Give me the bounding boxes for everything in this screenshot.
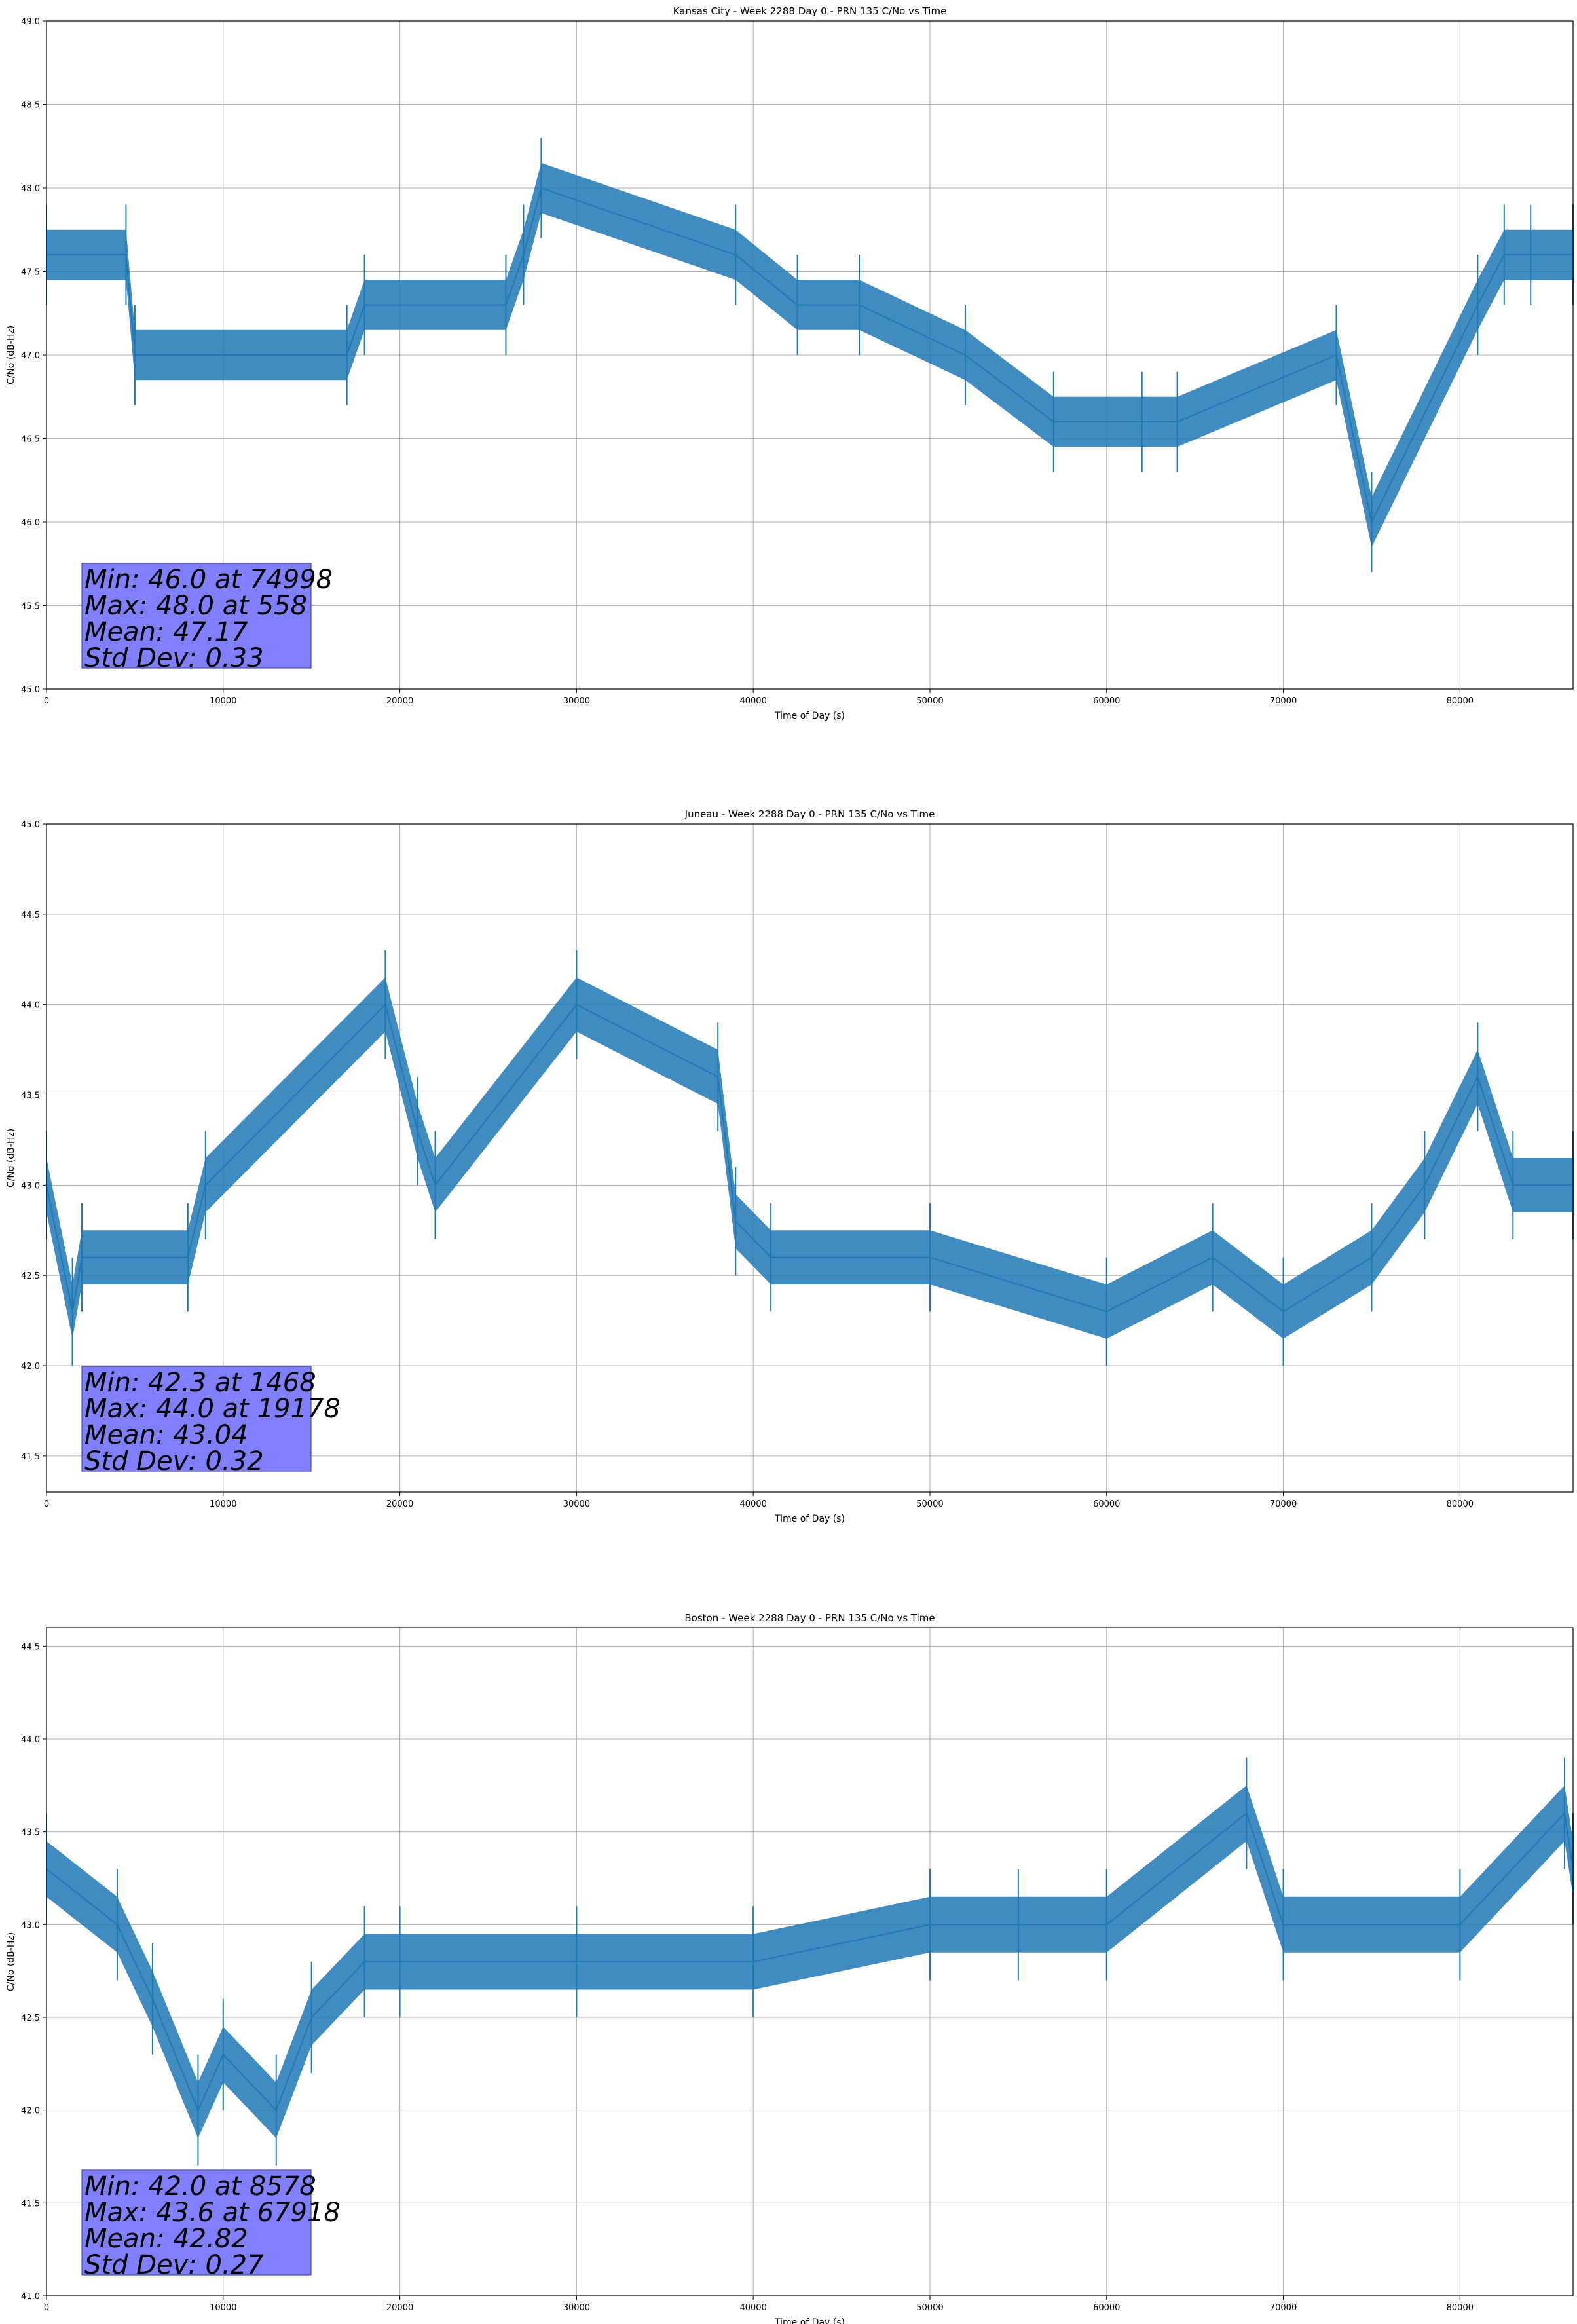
x-axis-label: Time of Day (s): [774, 711, 845, 721]
y-tick-label: 42.5: [21, 2014, 40, 2023]
x-tick-label: 50000: [916, 2303, 943, 2313]
y-tick-label: 43.5: [21, 1091, 40, 1101]
x-tick-label: 80000: [1447, 696, 1474, 706]
plot-frame: [46, 823, 1574, 1493]
y-tick-label: 44.5: [21, 910, 40, 920]
x-tick-label: 40000: [739, 2303, 766, 2313]
stats-line: Mean: 47.17: [84, 617, 248, 647]
stats-line: Std Dev: 0.27: [84, 2250, 264, 2280]
x-tick-label: 40000: [739, 1499, 766, 1509]
x-tick-label: 50000: [916, 696, 943, 706]
y-axis-label: C/No (dB-Hz): [6, 1129, 16, 1188]
x-tick-label: 30000: [563, 1499, 590, 1509]
y-tick-label: 43.5: [21, 1828, 40, 1838]
x-tick-label: 20000: [386, 2303, 413, 2313]
y-tick-label: 48.0: [21, 184, 40, 194]
x-tick-label: 10000: [210, 2303, 236, 2313]
y-tick-label: 47.5: [21, 268, 40, 278]
x-tick-label: 10000: [210, 696, 236, 706]
y-tick-label: 47.0: [21, 351, 40, 361]
chart-title: Kansas City - Week 2288 Day 0 - PRN 135 …: [673, 5, 947, 17]
plot-frame: [46, 1627, 1574, 2296]
x-tick-label: 70000: [1270, 2303, 1297, 2313]
x-tick-label: 70000: [1270, 1499, 1297, 1509]
x-tick-label: 60000: [1093, 696, 1120, 706]
x-tick-label: 80000: [1447, 1499, 1474, 1509]
stats-line: Max: 44.0 at 19178: [84, 1394, 341, 1424]
y-axis-label: C/No (dB-Hz): [6, 1932, 16, 1991]
y-tick-label: 44.5: [21, 1642, 40, 1652]
x-tick-label: 30000: [563, 2303, 590, 2313]
x-tick-label: 20000: [386, 1499, 413, 1509]
x-tick-label: 0: [44, 696, 49, 706]
stats-line: Max: 48.0 at 558: [84, 591, 307, 621]
x-tick-label: 50000: [916, 1499, 943, 1509]
y-tick-label: 48.5: [21, 101, 40, 111]
chart-title: Juneau - Week 2288 Day 0 - PRN 135 C/No …: [684, 808, 935, 820]
stats-line: Min: 46.0 at 74998: [84, 565, 333, 595]
y-tick-label: 41.5: [21, 2199, 40, 2209]
chart-title: Boston - Week 2288 Day 0 - PRN 135 C/No …: [684, 1612, 935, 1624]
y-tick-label: 46.0: [21, 518, 40, 528]
series-band: [46, 162, 1573, 548]
stats-line: Min: 42.0 at 8578: [84, 2171, 316, 2202]
chart-1: 0 10000 20000 30000 40000 50000 60000 70000 8000…: [6, 5, 1574, 721]
x-tick-label: 60000: [1093, 2303, 1120, 2313]
stats-line: Mean: 43.04: [84, 1420, 248, 1450]
y-tick-label: 45.0: [21, 685, 40, 695]
y-tick-label: 41.0: [21, 2292, 40, 2302]
y-tick-label: 44.0: [21, 1735, 40, 1745]
y-tick-label: 42.5: [21, 1271, 40, 1281]
x-axis-label: Time of Day (s): [774, 2317, 845, 2324]
x-tick-label: 40000: [739, 696, 766, 706]
y-tick-label: 45.5: [21, 602, 40, 612]
x-tick-label: 10000: [210, 1499, 236, 1509]
plot-frame: [46, 20, 1574, 690]
stats-line: Max: 43.6 at 67918: [84, 2198, 341, 2228]
y-tick-label: 49.0: [21, 17, 40, 27]
stats-line: Std Dev: 0.33: [84, 643, 264, 673]
stats-box: [81, 563, 312, 669]
series-band: [46, 1785, 1573, 2139]
y-tick-label: 45.0: [21, 820, 40, 830]
x-tick-label: 80000: [1447, 2303, 1474, 2313]
chart-2: 0 10000 20000 30000 40000 50000 60000 70000 8000…: [6, 808, 1574, 1524]
stats-box: [81, 1366, 312, 1472]
y-tick-label: 46.5: [21, 435, 40, 445]
stats-line: Min: 42.3 at 1468: [84, 1368, 316, 1398]
y-tick-label: 42.0: [21, 2107, 40, 2116]
x-tick-label: 0: [44, 1499, 49, 1509]
y-tick-label: 41.5: [21, 1452, 40, 1462]
y-tick-label: 42.0: [21, 1362, 40, 1372]
x-tick-label: 70000: [1270, 696, 1297, 706]
stats-line: Mean: 42.82: [84, 2224, 248, 2254]
chart-3: 0 10000 20000 30000 40000 50000 60000 70000 8000…: [6, 1612, 1574, 2324]
x-axis-label: Time of Day (s): [774, 1514, 845, 1524]
y-tick-label: 43.0: [21, 1921, 40, 1930]
y-axis-label: C/No (dB-Hz): [6, 326, 16, 384]
series-band: [46, 977, 1573, 1339]
stats-line: Std Dev: 0.32: [84, 1446, 264, 1476]
x-tick-label: 60000: [1093, 1499, 1120, 1509]
y-tick-label: 44.0: [21, 1001, 40, 1011]
x-tick-label: 30000: [563, 696, 590, 706]
stats-box: [81, 2169, 312, 2276]
x-tick-label: 0: [44, 2303, 49, 2313]
y-tick-label: 43.0: [21, 1181, 40, 1191]
x-tick-label: 20000: [386, 696, 413, 706]
